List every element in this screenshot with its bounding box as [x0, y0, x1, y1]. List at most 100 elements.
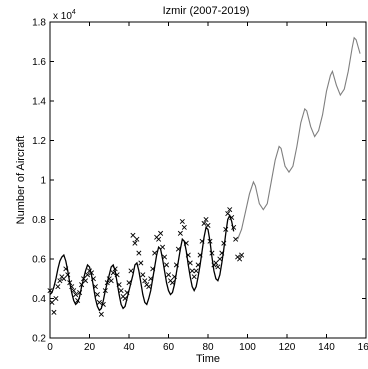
data-point-x-marker: [136, 250, 142, 256]
data-point-x-marker: [191, 274, 197, 280]
data-point-x-marker: [61, 276, 67, 282]
y-tick-label: 1.4: [32, 97, 46, 108]
data-point-x-marker: [179, 218, 185, 224]
data-point-x-marker: [160, 244, 166, 250]
x-tick-label: 80: [202, 342, 214, 353]
y-tick-label: 1: [40, 176, 46, 187]
data-point-x-marker: [227, 207, 233, 213]
marker-stroke: [239, 252, 245, 258]
marker-stroke: [73, 292, 79, 298]
data-point-x-marker: [158, 230, 164, 236]
marker-stroke: [160, 244, 166, 250]
marker-stroke: [177, 230, 183, 236]
data-point-x-marker: [51, 309, 57, 315]
marker-stroke: [140, 272, 146, 278]
marker-stroke: [213, 260, 219, 266]
marker-stroke: [98, 311, 104, 317]
y-tick-label: 0.8: [32, 215, 46, 226]
marker-stroke: [169, 280, 175, 286]
marker-stroke: [51, 309, 57, 315]
data-point-x-marker: [108, 278, 114, 284]
data-point-x-marker: [134, 236, 140, 242]
marker-stroke: [118, 288, 124, 294]
x-tick-label: 120: [279, 342, 296, 353]
marker-stroke: [55, 284, 61, 290]
data-point-x-marker: [128, 268, 134, 274]
data-point-x-marker: [98, 311, 104, 317]
data-point-x-marker: [165, 272, 172, 278]
marker-stroke: [165, 272, 172, 278]
marker-stroke: [130, 232, 136, 238]
data-point-x-marker: [146, 284, 152, 290]
y-multiplier-label: x 104: [53, 9, 76, 22]
data-point-x-marker: [205, 222, 211, 228]
x-axis-label: Time: [196, 353, 220, 365]
data-point-x-marker: [140, 272, 146, 278]
marker-stroke: [126, 280, 132, 286]
marker-stroke: [231, 224, 237, 230]
marker-stroke: [205, 222, 211, 228]
marker-stroke: [53, 295, 59, 302]
y-tick-label: 0.2: [32, 334, 46, 345]
marker-stroke: [65, 272, 71, 278]
x-tick-label: 60: [163, 342, 175, 353]
data-point-x-marker: [193, 268, 199, 274]
plot-area: [47, 36, 361, 317]
data-point-x-marker: [55, 284, 61, 290]
x-tick-label: 160: [358, 342, 368, 353]
data-point-x-marker: [156, 236, 162, 242]
y-multiplier-base: x 10: [53, 11, 72, 22]
marker-stroke: [134, 236, 140, 242]
marker-stroke: [138, 260, 144, 266]
marker-stroke: [122, 295, 128, 302]
marker-stroke: [94, 292, 100, 298]
y-tick-label: 1.6: [32, 57, 46, 68]
marker-stroke: [156, 236, 162, 242]
marker-stroke: [237, 256, 243, 262]
marker-stroke: [195, 262, 201, 268]
marker-stroke: [164, 262, 170, 268]
data-point-x-marker: [203, 216, 209, 223]
marker-stroke: [217, 256, 223, 262]
marker-stroke: [201, 220, 207, 226]
data-point-x-marker: [239, 252, 245, 258]
y-tick-label: 0.6: [32, 255, 46, 266]
marker-stroke: [57, 278, 63, 284]
x-tick-label: 100: [239, 342, 256, 353]
marker-stroke: [189, 268, 195, 274]
marker-stroke: [191, 274, 197, 280]
data-point-x-marker: [132, 240, 138, 246]
x-tick-label: 0: [47, 342, 53, 353]
data-point-x-marker: [201, 220, 207, 226]
data-point-x-marker: [73, 292, 79, 298]
data-point-x-marker: [118, 288, 124, 294]
marker-stroke: [233, 236, 239, 242]
marker-stroke: [61, 276, 67, 282]
marker-stroke: [181, 224, 187, 230]
y-tick-label: 1.8: [32, 18, 46, 29]
marker-stroke: [85, 272, 91, 278]
fitted-series-line: [49, 213, 235, 312]
marker-stroke: [158, 230, 164, 236]
data-point-x-marker: [53, 295, 59, 302]
data-point-x-marker: [217, 256, 223, 262]
data-point-x-marker: [215, 264, 221, 270]
data-point-x-marker: [57, 278, 63, 284]
data-point-x-marker: [225, 211, 231, 217]
data-point-x-marker: [164, 262, 170, 268]
data-point-x-marker: [142, 278, 148, 284]
data-point-x-marker: [237, 256, 243, 262]
marker-stroke: [142, 278, 148, 284]
data-point-x-marker: [138, 260, 144, 266]
axis-ticks: 0 20 40 60 80 100 120 140 160 0.2 0.4 0.6 0.8 1 1.2 1.4…: [32, 18, 368, 354]
data-point-x-marker: [96, 299, 102, 305]
data-point-x-marker: [94, 292, 100, 298]
y-tick-label: 0.4: [32, 294, 46, 305]
marker-stroke: [83, 278, 89, 284]
y-multiplier-exponent: 4: [72, 9, 76, 16]
y-tick-label: 1.2: [32, 136, 46, 147]
marker-stroke: [146, 284, 152, 290]
marker-stroke: [148, 276, 154, 282]
data-point-x-marker: [213, 260, 219, 266]
